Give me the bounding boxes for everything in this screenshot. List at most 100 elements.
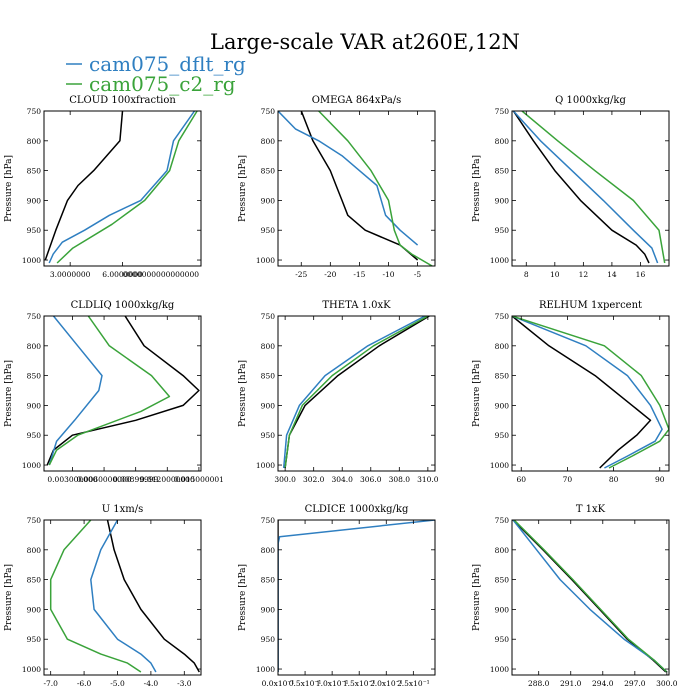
panel-1: CLOUD 100xfraction Pressure [hPa] 750 800 85… [4,95,201,279]
plot-frame [278,111,435,266]
y-tick-label: 1000 [256,665,275,674]
y-tick-label: 950 [261,635,276,644]
x-tick-label: -5 [414,270,422,279]
x-tick-label: 10 [550,270,560,279]
y-tick-label: 800 [495,342,510,351]
x-tick-label: 291.0 [560,679,582,688]
y-tick-label: 800 [27,342,42,351]
y-tick-label: 900 [27,605,42,614]
y-tick-label: 900 [261,605,276,614]
y-tick-label: 1000 [22,665,41,674]
y-tick-label: 850 [495,372,510,381]
x-tick-label: 12 [579,270,589,279]
y-tick-label: 750 [27,312,42,321]
y-tick-label: 800 [27,546,42,555]
y-tick-label: 800 [261,342,276,351]
x-tick-label: 14 [607,270,617,279]
series-line-c2 [57,111,197,263]
series-line-dflt [512,316,662,468]
y-axis-label: Pressure [hPa] [472,564,482,631]
x-tick-label: -3.0 [177,679,192,688]
y-tick-label: 800 [495,137,510,146]
x-tick-label: 300.0 [656,679,678,688]
plot-frame [278,520,435,675]
y-tick-label: 950 [27,226,42,235]
y-tick-label: 950 [495,226,510,235]
panel-3: Q 1000xkg/kgPressure [hPa]75080085090095… [472,95,669,279]
y-tick-label: 900 [27,401,42,410]
series-line-obs [301,111,417,260]
plot-frame [44,520,201,675]
series-group [284,316,430,468]
y-tick-label: 900 [261,401,276,410]
x-tick-label: 0000000000000000 [123,270,200,279]
y-axis-label: Pressure [hPa] [472,360,482,427]
x-tick-label: 90 [655,475,665,484]
x-tick-label: 297.0 [624,679,646,688]
panel-title: CLOUD 100xfraction [69,95,176,106]
series-line-obs [45,111,122,260]
y-tick-label: 800 [27,137,42,146]
y-tick-label: 750 [261,312,276,321]
x-tick-label: 60 [516,475,526,484]
series-line-dflt [278,111,418,245]
y-tick-label: 1000 [490,256,509,265]
x-tick-label: -10 [382,270,394,279]
legend: cam075_dflt_rg cam075_c2_rg [66,52,246,96]
x-tick-label: 70 [563,475,573,484]
y-axis-label: Pressure [hPa] [238,360,248,427]
x-tick-label: -20 [324,270,336,279]
panel-9: T 1xK Pressure [hPa] 750 800 850 900 950 1000 28… [472,504,678,688]
panel-2: OMEGA 864xPa/sPressure [hPa]750800850900… [238,95,435,279]
x-tick-label: 306.0 [360,475,382,484]
figure-title: Large-scale VAR at260E,12N [210,30,520,54]
series-group [51,520,200,672]
x-tick-label: 16 [636,270,646,279]
x-tick-label: 294.0 [592,679,614,688]
y-axis-label: Pressure [hPa] [4,564,14,631]
plot-frame [278,316,435,471]
y-tick-label: 900 [495,196,510,205]
series-line-obs [108,520,200,672]
y-tick-label: 1000 [490,665,509,674]
y-tick-label: 1000 [22,256,41,265]
x-tick-label: 8 [524,270,529,279]
y-tick-label: 950 [261,226,276,235]
y-tick-label: 750 [261,516,276,525]
panel-5: THETA 1.0xK Pressure [hPa] 750 800 850 900 950… [238,300,439,484]
y-tick-label: 850 [495,576,510,585]
x-tick-label: 288.0 [528,679,550,688]
series-group [45,111,197,263]
series-line-dflt [91,520,156,672]
y-tick-label: 800 [261,137,276,146]
y-tick-label: 850 [261,167,276,176]
y-tick-label: 950 [495,635,510,644]
x-tick-label: 3.0000000 [50,270,91,279]
y-tick-label: 750 [27,107,42,116]
y-tick-label: 950 [261,431,276,440]
panel-title: THETA 1.0xK [322,300,391,311]
series-line-obs [47,316,199,465]
panel-title: Q 1000xkg/kg [555,95,626,106]
legend-label-c2: cam075_c2_rg [89,72,236,96]
y-tick-label: 1000 [490,461,509,470]
y-tick-label: 950 [495,431,510,440]
x-tick-label: 310.0 [417,475,439,484]
panel-7: U 1xm/s Pressure [hPa] 750 800 850 900 950 1000… [4,504,201,688]
y-tick-label: 750 [27,516,42,525]
x-tick-label: 80 [609,475,619,484]
x-tick-label: 300.0 [274,475,296,484]
series-line-obs [285,316,429,468]
x-tick-label: -7.0 [43,679,58,688]
y-tick-label: 1000 [256,256,275,265]
x-tick-label: -6.0 [77,679,92,688]
y-tick-label: 800 [261,546,276,555]
series-line-dflt [513,111,657,263]
series-group [513,520,667,672]
series-line-dflt [49,111,194,263]
x-tick-label: 0.015000001 [174,475,224,484]
x-tick-label: -15 [353,270,365,279]
y-tick-label: 850 [261,372,276,381]
series-group [278,111,432,266]
series-line-c2 [49,316,169,465]
